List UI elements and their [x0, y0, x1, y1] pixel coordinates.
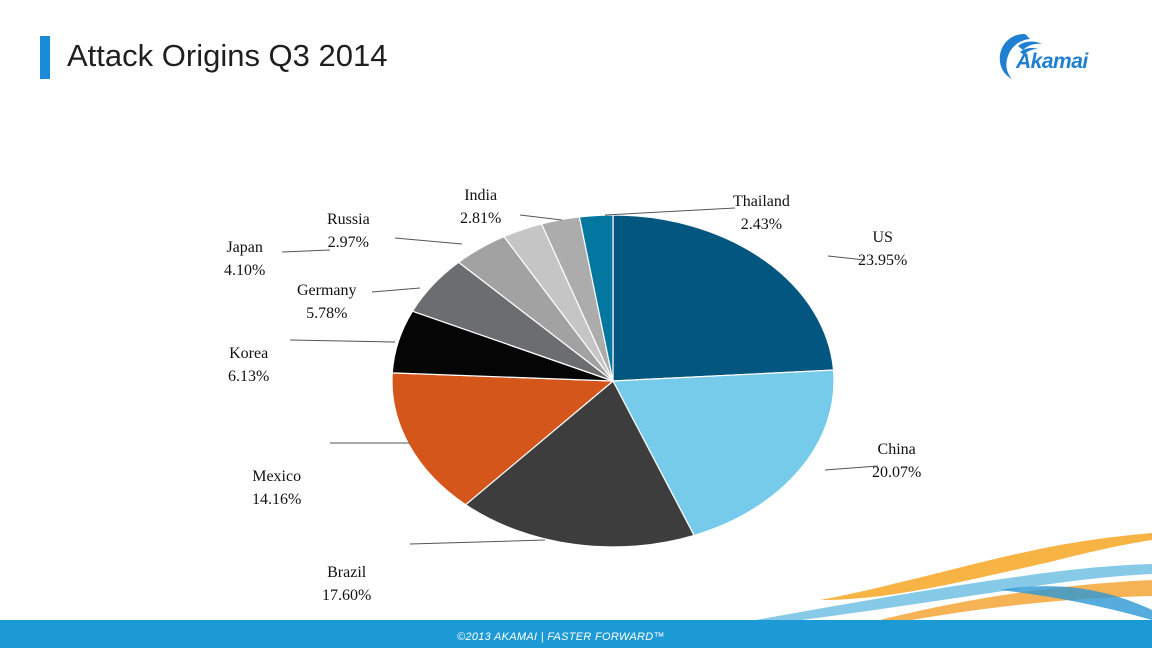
leader-line-russia [394, 237, 463, 245]
slice-label-name: Russia [327, 211, 370, 228]
akamai-logo: Akamai [990, 28, 1120, 84]
slice-label-value: 17.60% [322, 587, 372, 604]
slice-label-name: India [464, 187, 498, 204]
slice-label-value: 23.95% [858, 252, 908, 269]
slice-label-china: China 20.07% [872, 438, 921, 484]
slice-label-name: Thailand [733, 193, 790, 210]
leader-line-japan [281, 249, 331, 253]
leader-line-china [824, 465, 879, 471]
slice-label-korea: Korea 6.13% [228, 342, 269, 388]
slice-label-value: 4.10% [224, 262, 266, 279]
leader-line-india [519, 214, 563, 221]
leader-line-thailand [604, 207, 736, 216]
pie-slice-brazil [464, 380, 695, 548]
slice-label-us: US 23.95% [858, 226, 907, 272]
footer-bar: ©2013 AKAMAI | FASTER FORWARD™ [0, 620, 1152, 648]
slice-label-germany: Germany 5.78% [297, 279, 357, 325]
title-accent-bar [40, 36, 50, 79]
leader-line-brazil [409, 539, 546, 545]
pie-slice-us [612, 214, 835, 382]
slice-label-value: 5.78% [306, 305, 348, 322]
pie-slice-china [612, 369, 835, 537]
slice-label-value: 2.43% [740, 216, 783, 233]
akamai-logo-icon [999, 34, 1042, 79]
slice-label-russia: Russia 2.97% [327, 208, 370, 254]
page-title: Attack Origins Q3 2014 [67, 38, 388, 73]
slice-label-name: Korea [229, 345, 269, 362]
leader-line-germany [371, 287, 421, 293]
slice-label-name: China [877, 441, 916, 458]
slice-label-japan: Japan 4.10% [224, 236, 265, 282]
slice-label-value: 2.81% [460, 210, 502, 227]
slice-label-mexico: Mexico 14.16% [252, 465, 301, 511]
slice-label-name: Brazil [327, 564, 367, 581]
slice-label-name: Germany [297, 282, 357, 299]
logo-wordmark: Akamai [1016, 50, 1088, 73]
slice-label-name: Mexico [252, 468, 302, 485]
pie-slice-mexico [391, 372, 615, 506]
leader-line-us [827, 255, 866, 261]
slice-label-thailand: Thailand 2.43% [733, 190, 790, 236]
slice-label-name: US [872, 229, 893, 246]
slice-label-name: Japan [226, 239, 263, 256]
slice-label-value: 14.16% [252, 491, 302, 508]
footer-copyright: ©2013 AKAMAI | FASTER FORWARD™ [457, 631, 665, 643]
slice-label-value: 6.13% [228, 368, 270, 385]
slice-label-brazil: Brazil 17.60% [322, 561, 371, 607]
leader-line-korea [289, 339, 396, 343]
slice-label-value: 20.07% [872, 464, 922, 481]
slice-label-india: India 2.81% [460, 184, 501, 230]
slice-label-value: 2.97% [327, 234, 369, 251]
